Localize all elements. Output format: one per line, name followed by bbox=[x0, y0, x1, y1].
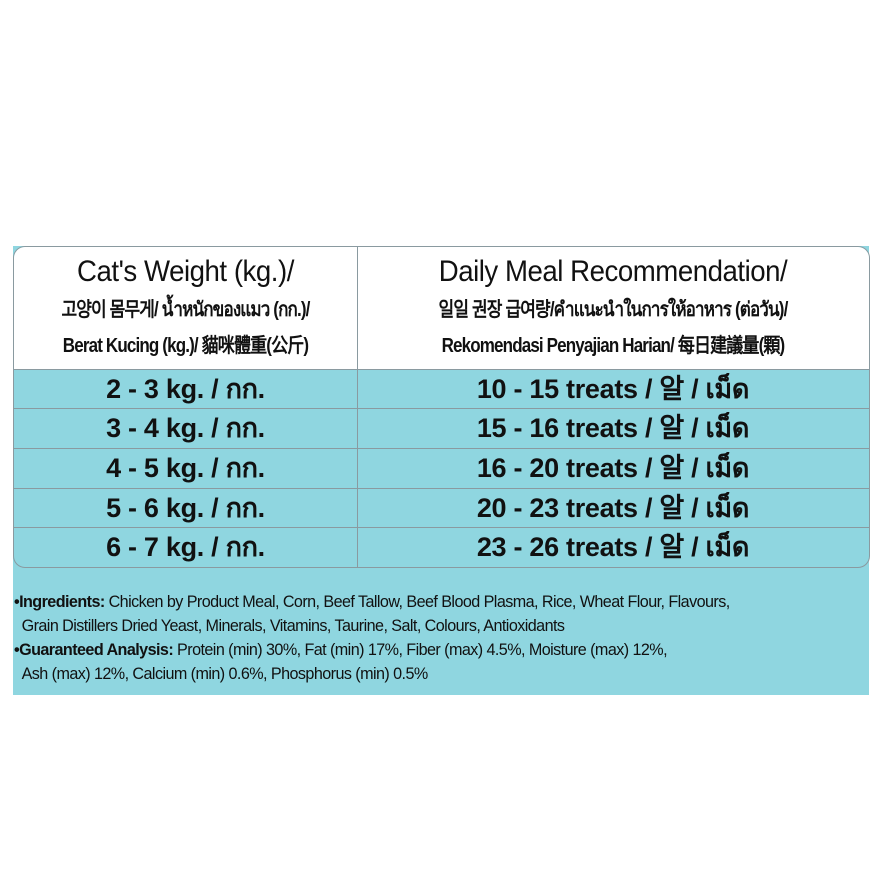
column-divider bbox=[357, 247, 358, 567]
weight-cell: 3 - 4 kg. / กก. bbox=[106, 413, 265, 443]
treats-cell: 20 - 23 treats / 알 / เม็ด bbox=[476, 493, 750, 523]
table-row: 6 - 7 kg. / กก. 23 - 26 treats / 알 / เม็… bbox=[14, 527, 869, 567]
analysis-label: •Guaranteed Analysis: bbox=[14, 640, 174, 659]
header-recommendation: Daily Meal Recommendation/ 일일 권장 급여량/คำแ… bbox=[357, 247, 869, 369]
header-rec-sub2: Rekomendasi Penyajian Harian/ 每日建議量(顆) bbox=[441, 335, 786, 357]
ingredients-text-2: Grain Distillers Dried Yeast, Minerals, … bbox=[21, 616, 565, 635]
weight-cell: 5 - 6 kg. / กก. bbox=[106, 493, 265, 523]
analysis-line: •Guaranteed Analysis: Protein (min) 30%,… bbox=[14, 638, 831, 662]
analysis-text: Protein (min) 30%, Fat (min) 17%, Fiber … bbox=[173, 640, 668, 659]
ingredients-label: •Ingredients: bbox=[14, 592, 105, 611]
treats-cell: 16 - 20 treats / 알 / เม็ด bbox=[476, 453, 750, 483]
nutrition-info: •Ingredients: Chicken by Product Meal, C… bbox=[14, 590, 831, 686]
table-row: 2 - 3 kg. / กก. 10 - 15 treats / 알 / เม็… bbox=[14, 369, 869, 409]
header-rec-sub1: 일일 권장 급여량/คำแนะนำในการให้อาหาร (ต่อวัน)/ bbox=[438, 299, 789, 321]
weight-cell: 6 - 7 kg. / กก. bbox=[106, 532, 265, 562]
ingredients-line: •Ingredients: Chicken by Product Meal, C… bbox=[14, 590, 831, 614]
header-weight: Cat's Weight (kg.)/ 고양이 몸무게/ น้ำหนักของแ… bbox=[14, 247, 357, 369]
treats-cell: 10 - 15 treats / 알 / เม็ด bbox=[476, 374, 750, 404]
feeding-table: Cat's Weight (kg.)/ 고양이 몸무게/ น้ำหนักของแ… bbox=[13, 246, 870, 568]
treats-cell: 15 - 16 treats / 알 / เม็ด bbox=[476, 413, 750, 443]
ingredients-text: Chicken by Product Meal, Corn, Beef Tall… bbox=[104, 592, 731, 611]
table-row: 3 - 4 kg. / กก. 15 - 16 treats / 알 / เม็… bbox=[14, 408, 869, 448]
header-weight-sub2: Berat Kucing (kg.)/ 貓咪體重(公斤) bbox=[62, 335, 309, 357]
table-row: 5 - 6 kg. / กก. 20 - 23 treats / 알 / เม็… bbox=[14, 488, 869, 528]
header-weight-sub1: 고양이 몸무게/ น้ำหนักของแมว (กก.)/ bbox=[61, 299, 310, 321]
weight-cell: 2 - 3 kg. / กก. bbox=[106, 374, 265, 404]
header-rec-title: Daily Meal Recommendation/ bbox=[438, 255, 788, 288]
weight-cell: 4 - 5 kg. / กก. bbox=[106, 453, 265, 483]
treats-cell: 23 - 26 treats / 알 / เม็ด bbox=[476, 532, 750, 562]
table-row: 4 - 5 kg. / กก. 16 - 20 treats / 알 / เม็… bbox=[14, 448, 869, 488]
header-weight-title: Cat's Weight (kg.)/ bbox=[77, 255, 294, 288]
analysis-text-2: Ash (max) 12%, Calcium (min) 0.6%, Phosp… bbox=[21, 664, 429, 683]
